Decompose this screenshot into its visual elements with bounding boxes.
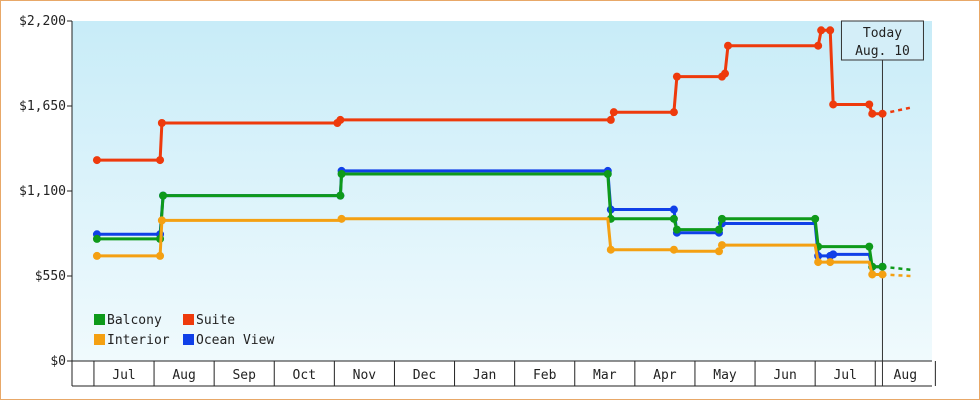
data-point-balcony bbox=[878, 262, 887, 271]
legend-label-balcony: Balcony bbox=[107, 313, 162, 328]
data-point-suite bbox=[878, 109, 887, 118]
legend-swatch-ocean-view bbox=[183, 334, 194, 345]
legend-label-suite: Suite bbox=[196, 313, 235, 328]
data-point-balcony bbox=[337, 170, 346, 178]
data-point-balcony bbox=[865, 242, 874, 251]
legend-swatch-suite bbox=[183, 314, 194, 325]
data-point-suite bbox=[817, 26, 826, 35]
data-point-suite bbox=[336, 115, 345, 124]
y-tick-label: $1,100 bbox=[19, 184, 66, 199]
data-point-balcony bbox=[717, 214, 726, 223]
series-layer bbox=[92, 26, 912, 279]
data-point-interior bbox=[92, 251, 101, 260]
x-tick-label: Aug bbox=[172, 368, 195, 383]
series-projection-balcony bbox=[882, 265, 912, 272]
data-point-balcony bbox=[336, 191, 345, 200]
data-point-interior bbox=[714, 247, 723, 256]
today-box bbox=[840, 20, 924, 61]
series-projection-interior bbox=[882, 273, 912, 278]
x-tick-label: Feb bbox=[533, 368, 557, 383]
legend-swatch-balcony bbox=[94, 314, 105, 325]
x-tick-label: Jan bbox=[473, 368, 496, 383]
legend-label-interior: Interior bbox=[107, 333, 170, 348]
plot-area bbox=[72, 21, 932, 361]
data-point-suite bbox=[92, 156, 101, 165]
data-point-suite bbox=[814, 41, 823, 50]
data-point-suite bbox=[829, 100, 838, 109]
data-point-balcony bbox=[672, 225, 681, 234]
data-point-balcony bbox=[603, 170, 612, 178]
data-point-suite bbox=[868, 109, 877, 118]
x-tick-label: Mar bbox=[593, 368, 617, 383]
data-point-suite bbox=[157, 119, 166, 127]
today-date-label: Aug. 10 bbox=[855, 44, 910, 59]
x-tick-label: Oct bbox=[293, 368, 316, 383]
x-tick-label: Dec bbox=[413, 368, 436, 383]
x-tick-label: Jul bbox=[833, 368, 856, 383]
data-point-interior bbox=[669, 245, 678, 254]
data-point-balcony bbox=[714, 225, 723, 234]
data-point-interior bbox=[717, 241, 726, 250]
data-point-interior bbox=[814, 258, 823, 267]
data-point-interior bbox=[878, 270, 887, 279]
x-tick-label: Jun bbox=[773, 368, 796, 383]
data-point-suite bbox=[156, 156, 165, 165]
data-point-suite bbox=[724, 41, 733, 50]
data-point-interior bbox=[337, 214, 346, 223]
legend-label-ocean-view: Ocean View bbox=[196, 333, 274, 348]
today-marker: Today Aug. 10 bbox=[840, 20, 924, 386]
data-point-balcony bbox=[159, 191, 168, 200]
series-projection-suite bbox=[882, 106, 912, 115]
data-point-interior bbox=[157, 216, 166, 225]
data-point-suite bbox=[865, 100, 874, 109]
y-tick-label: $0 bbox=[50, 354, 66, 369]
legend: Balcony Suite Interior Ocean View bbox=[94, 313, 274, 348]
data-point-interior bbox=[156, 251, 165, 260]
data-point-suite bbox=[669, 108, 678, 117]
x-tick-label: Apr bbox=[653, 368, 677, 383]
x-tick-label: Jul bbox=[112, 368, 135, 383]
data-point-balcony bbox=[92, 234, 101, 243]
data-point-balcony bbox=[811, 214, 820, 223]
today-label: Today bbox=[863, 26, 902, 41]
data-point-suite bbox=[826, 26, 835, 35]
x-tick-label: May bbox=[713, 368, 737, 383]
data-point-ocean-view bbox=[829, 250, 838, 259]
axes: $0 $550 $1,100 $1,650 $2,200 Jul Aug Sep Oct Nov D… bbox=[19, 14, 936, 387]
data-point-interior bbox=[826, 258, 835, 267]
y-tick-label: $2,200 bbox=[19, 14, 66, 29]
data-point-suite bbox=[609, 108, 618, 117]
data-point-balcony bbox=[669, 214, 678, 223]
legend-swatch-interior bbox=[94, 334, 105, 345]
y-tick-label: $550 bbox=[35, 269, 66, 284]
series-line-balcony bbox=[97, 172, 883, 269]
data-point-suite bbox=[721, 69, 729, 78]
x-tick-label: Sep bbox=[232, 368, 256, 383]
x-tick-label: Aug bbox=[894, 368, 917, 383]
data-point-suite bbox=[672, 72, 681, 81]
data-point-interior bbox=[868, 270, 877, 279]
y-tick-label: $1,650 bbox=[19, 99, 66, 114]
data-point-interior bbox=[606, 245, 615, 254]
x-tick-label: Nov bbox=[353, 368, 377, 383]
data-point-suite bbox=[606, 115, 615, 124]
data-point-ocean-view bbox=[669, 205, 678, 214]
